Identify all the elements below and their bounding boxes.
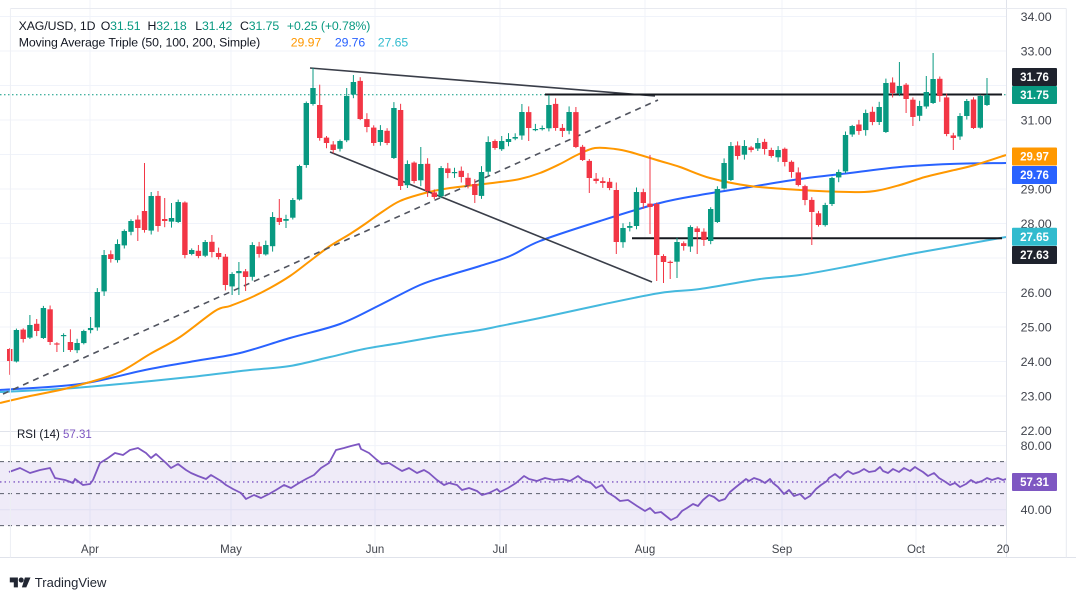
svg-text:31.00: 31.00 xyxy=(1021,113,1052,127)
svg-text:29.97: 29.97 xyxy=(291,36,322,50)
svg-text:29.97: 29.97 xyxy=(1020,152,1049,164)
svg-text:29.00: 29.00 xyxy=(1021,182,1052,196)
svg-text:Aug: Aug xyxy=(635,544,655,556)
svg-text:H32.18: H32.18 xyxy=(148,19,187,33)
svg-text:20: 20 xyxy=(997,544,1010,556)
svg-text:Jun: Jun xyxy=(366,544,385,556)
svg-text:O31.51: O31.51 xyxy=(101,19,141,33)
svg-text:24.00: 24.00 xyxy=(1021,355,1052,369)
svg-text:+0.25 (+0.78%): +0.25 (+0.78%) xyxy=(287,19,370,33)
svg-text:31.75: 31.75 xyxy=(1020,90,1049,102)
svg-text:26.00: 26.00 xyxy=(1021,286,1052,300)
svg-text:Oct: Oct xyxy=(907,544,926,556)
svg-text:Apr: Apr xyxy=(81,544,99,556)
svg-text:22.00: 22.00 xyxy=(1021,424,1052,438)
svg-text:Jul: Jul xyxy=(493,544,508,556)
svg-text:XAG/USD, 1D: XAG/USD, 1D xyxy=(19,19,96,33)
svg-text:27.63: 27.63 xyxy=(1020,250,1049,262)
svg-text:25.00: 25.00 xyxy=(1021,320,1052,334)
svg-text:RSI (14) 57.31: RSI (14) 57.31 xyxy=(17,429,92,441)
svg-text:L31.42: L31.42 xyxy=(195,19,232,33)
svg-text:29.76: 29.76 xyxy=(335,36,366,50)
svg-text:29.76: 29.76 xyxy=(1020,170,1049,182)
svg-text:C31.75: C31.75 xyxy=(240,19,279,33)
svg-text:Moving Average Triple (50, 100: Moving Average Triple (50, 100, 200, Sim… xyxy=(19,36,260,50)
svg-text:33.00: 33.00 xyxy=(1021,44,1052,58)
svg-text:May: May xyxy=(220,544,242,556)
svg-text:28.00: 28.00 xyxy=(1021,217,1052,231)
svg-text:80.00: 80.00 xyxy=(1021,439,1052,453)
svg-text:23.00: 23.00 xyxy=(1021,389,1052,403)
svg-text:Sep: Sep xyxy=(772,544,792,556)
svg-text:27.65: 27.65 xyxy=(378,36,409,50)
svg-text:40.00: 40.00 xyxy=(1021,503,1052,517)
svg-text:27.65: 27.65 xyxy=(1020,232,1049,244)
svg-text:TradingView: TradingView xyxy=(35,575,107,590)
svg-text:31.76: 31.76 xyxy=(1020,72,1049,84)
svg-text:57.31: 57.31 xyxy=(1020,477,1049,489)
svg-text:34.00: 34.00 xyxy=(1021,10,1052,24)
